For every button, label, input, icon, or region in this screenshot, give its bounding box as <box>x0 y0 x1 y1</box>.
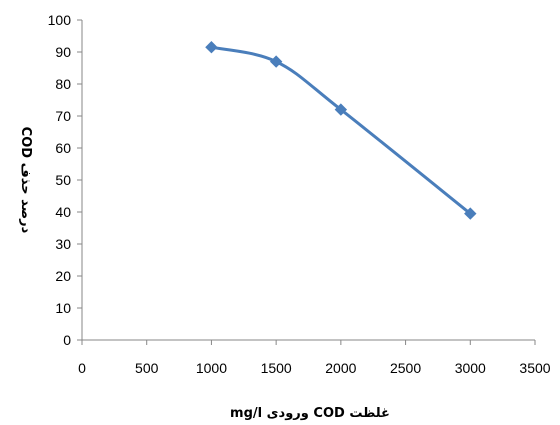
x-tick-label: 3000 <box>455 360 486 376</box>
x-tick-label: 3500 <box>519 360 550 376</box>
data-point-marker <box>269 55 283 68</box>
y-tick-label: 70 <box>55 108 71 124</box>
y-tick-label: 50 <box>55 172 71 188</box>
y-tick-label: 30 <box>55 236 71 252</box>
x-tick-label: 2500 <box>390 360 421 376</box>
x-tick-label: 1000 <box>196 360 227 376</box>
y-tick-label: 40 <box>55 204 71 220</box>
y-tick-label: 100 <box>48 12 72 28</box>
x-tick-label: 500 <box>135 360 159 376</box>
x-tick-label: 1500 <box>261 360 292 376</box>
y-tick-label: 90 <box>55 44 71 60</box>
y-tick-label: 60 <box>55 140 71 156</box>
y-tick-label: 0 <box>63 332 71 348</box>
data-point-marker <box>334 103 348 116</box>
x-axis-title: غلظت COD ورودی mg/l <box>230 406 390 421</box>
y-axis-title: درصد حذف COD <box>18 127 33 234</box>
y-tick-label: 20 <box>55 268 71 284</box>
y-tick-label: 10 <box>55 300 71 316</box>
data-point-marker <box>464 207 477 220</box>
x-tick-label: 2000 <box>325 360 356 376</box>
series-line <box>211 45 472 215</box>
x-tick-label: 0 <box>78 360 86 376</box>
y-tick-label: 80 <box>55 76 71 92</box>
data-point-marker <box>205 40 218 54</box>
